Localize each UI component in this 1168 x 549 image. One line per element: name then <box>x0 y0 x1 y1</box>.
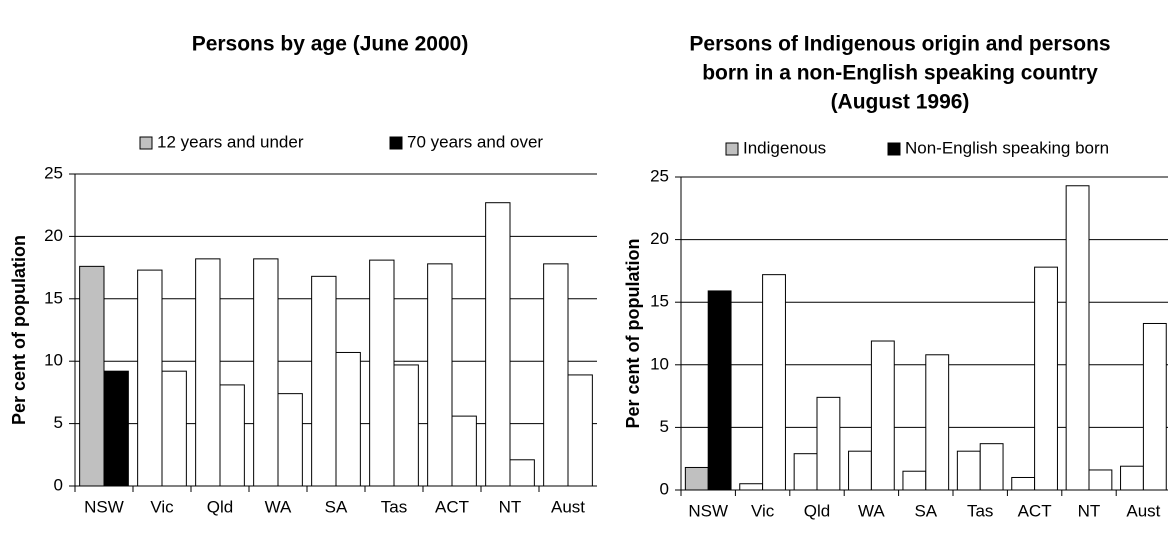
bar <box>762 274 786 491</box>
y-tick-label: 5 <box>54 413 63 432</box>
bar <box>509 459 535 487</box>
chart-title: (August 1996) <box>831 91 970 114</box>
bar <box>1011 476 1036 491</box>
x-tick-label: ACT <box>435 497 469 516</box>
bar <box>1065 185 1090 491</box>
y-tick-label: 10 <box>44 351 63 370</box>
x-tick-label: WA <box>858 501 885 520</box>
legend-swatch <box>887 142 901 156</box>
y-tick-label: 5 <box>660 417 669 436</box>
y-tick-label: 25 <box>650 166 669 185</box>
bar <box>1088 469 1113 491</box>
bar <box>103 370 129 487</box>
y-axis-label: Per cent of population <box>623 238 643 428</box>
bar <box>219 384 245 487</box>
bar <box>902 470 927 491</box>
bar <box>485 202 511 487</box>
legend-label: 12 years and under <box>157 132 304 151</box>
bar <box>707 290 732 491</box>
bar <box>195 258 221 487</box>
bar <box>253 258 279 487</box>
bar <box>451 415 477 487</box>
x-tick-label: Aust <box>551 497 585 516</box>
bar <box>1120 465 1144 491</box>
bar <box>1142 322 1167 491</box>
legend-label: Indigenous <box>743 138 826 157</box>
bar <box>277 393 303 487</box>
x-tick-label: Qld <box>804 501 830 520</box>
bar <box>816 396 841 491</box>
legend-label: Non-English speaking born <box>905 138 1109 157</box>
bar <box>311 275 337 487</box>
legend-swatch <box>725 142 739 156</box>
bar <box>848 450 872 491</box>
bar <box>870 340 895 491</box>
chart-title: Persons by age (June 2000) <box>192 33 469 56</box>
y-tick-label: 25 <box>44 163 63 182</box>
bar <box>335 351 361 487</box>
bar <box>925 354 950 491</box>
x-tick-label: Tas <box>967 501 993 520</box>
y-tick-label: 0 <box>660 479 669 498</box>
bar <box>567 374 593 487</box>
x-tick-label: NT <box>499 497 522 516</box>
legend-swatch <box>389 136 403 150</box>
bar <box>739 483 764 491</box>
y-tick-label: 0 <box>54 475 63 494</box>
bar <box>793 453 818 491</box>
bar <box>684 466 709 491</box>
bar <box>427 263 453 487</box>
x-tick-label: NSW <box>84 497 124 516</box>
x-tick-label: Aust <box>1126 501 1160 520</box>
bar <box>956 450 981 491</box>
bar <box>1034 266 1058 491</box>
y-axis-label: Per cent of population <box>9 235 29 425</box>
x-tick-label: Vic <box>150 497 174 516</box>
y-tick-label: 20 <box>44 226 63 245</box>
bar <box>979 443 1004 491</box>
bar <box>369 259 395 487</box>
x-tick-label: WA <box>265 497 292 516</box>
y-tick-label: 10 <box>650 354 669 373</box>
legend-swatch <box>139 136 153 150</box>
legend-label: 70 years and over <box>407 132 543 151</box>
bar <box>137 269 163 487</box>
bar <box>79 265 105 487</box>
chart-title: Persons of Indigenous origin and persons <box>689 33 1110 56</box>
x-tick-label: Vic <box>751 501 775 520</box>
bar <box>393 364 419 487</box>
x-tick-label: Qld <box>207 497 233 516</box>
bar <box>161 370 187 487</box>
x-tick-label: SA <box>914 501 937 520</box>
bar <box>543 263 569 487</box>
y-tick-label: 15 <box>44 288 63 307</box>
x-tick-label: NT <box>1078 501 1101 520</box>
chart-title: born in a non-English speaking country <box>702 62 1098 85</box>
y-tick-label: 20 <box>650 229 669 248</box>
x-tick-label: Tas <box>381 497 407 516</box>
x-tick-label: NSW <box>688 501 728 520</box>
x-tick-label: SA <box>325 497 348 516</box>
y-tick-label: 15 <box>650 292 669 311</box>
x-tick-label: ACT <box>1018 501 1052 520</box>
